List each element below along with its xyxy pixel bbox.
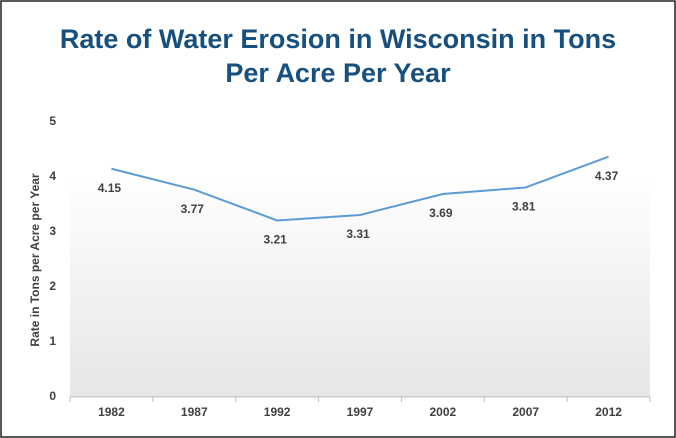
y-tick-label: 3 (49, 224, 56, 238)
x-tick-label: 1982 (98, 405, 125, 419)
y-axis-label: Rate in Tons per Acre per Year (28, 173, 42, 347)
x-tick-label: 1987 (181, 405, 208, 419)
x-tick-label: 2007 (512, 405, 539, 419)
x-tick-label: 2002 (430, 405, 457, 419)
data-label: 3.77 (181, 202, 205, 216)
data-label: 3.69 (429, 206, 453, 220)
y-tick-label: 0 (49, 389, 56, 403)
x-tick-label: 1992 (264, 405, 291, 419)
y-tick-label: 1 (49, 334, 56, 348)
data-label: 3.31 (346, 227, 370, 241)
data-label: 4.37 (595, 169, 619, 183)
y-tick-label: 5 (49, 114, 56, 128)
line (111, 155, 609, 222)
data-label: 3.21 (263, 233, 287, 247)
x-tick-label: 1997 (347, 405, 374, 419)
x-tick-label: 2012 (595, 405, 622, 419)
data-label: 3.81 (512, 200, 536, 214)
chart-title: Rate of Water Erosion in Wisconsin in To… (59, 24, 617, 88)
data-label: 4.15 (98, 181, 122, 195)
plot-background (70, 175, 650, 397)
y-tick-label: 2 (49, 279, 56, 293)
y-tick-label: 4 (49, 169, 56, 183)
